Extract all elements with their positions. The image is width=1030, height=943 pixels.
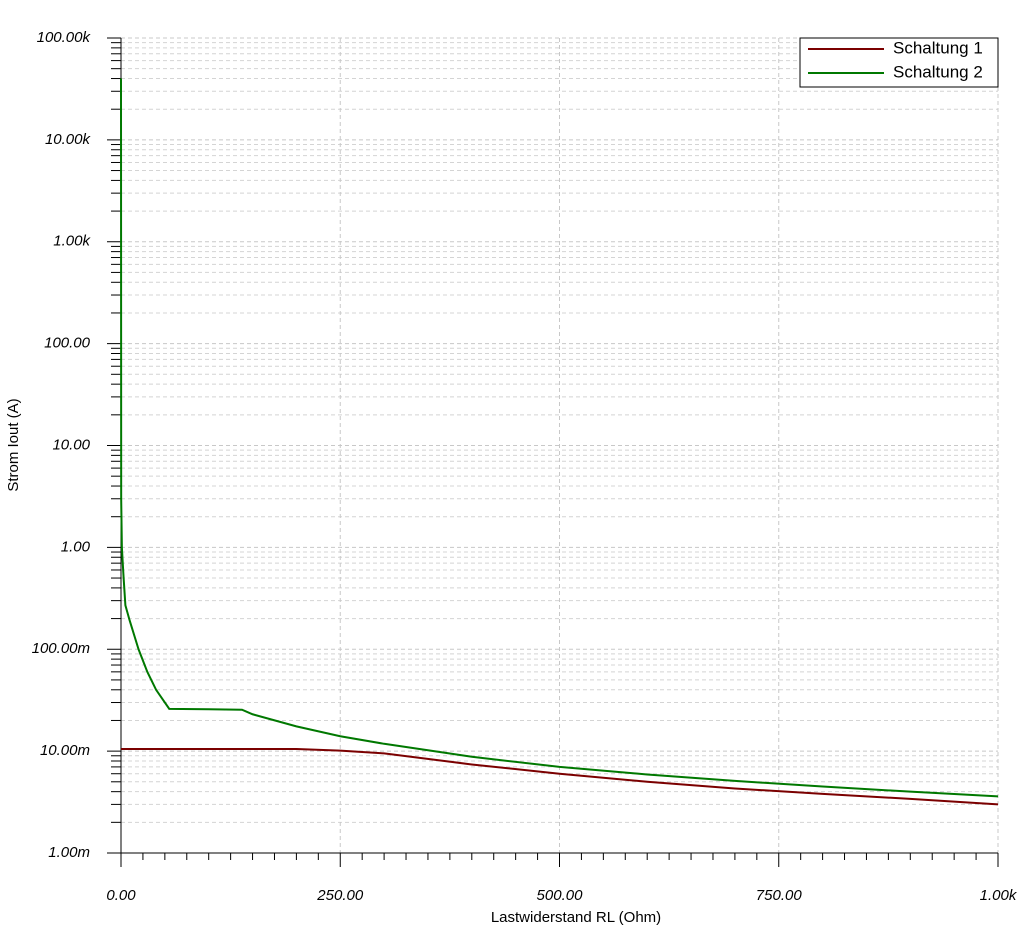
y-tick-label: 1.00m: [48, 844, 90, 861]
y-tick-label: 10.00m: [40, 742, 90, 759]
x-tick-label: 0.00: [106, 887, 136, 904]
x-tick-label: 250.00: [316, 887, 364, 904]
y-tick-label: 100.00m: [32, 640, 90, 657]
legend-box: [799, 37, 999, 88]
y-tick-label: 1.00: [61, 538, 91, 555]
legend-label: Schaltung 2: [893, 62, 983, 81]
x-tick-label: 750.00: [756, 887, 803, 904]
legend-label: Schaltung 1: [893, 38, 983, 57]
x-axis-label: Lastwiderstand RL (Ohm): [491, 909, 661, 926]
y-tick-label: 100.00: [44, 335, 91, 352]
series-line: [120, 78, 999, 798]
series-line: [121, 747, 999, 806]
x-tick-label: 1.00k: [980, 887, 1018, 904]
y-tick-label: 10.00k: [45, 131, 92, 148]
y-tick-label: 100.00k: [37, 29, 92, 46]
y-axis-label: Strom Iout (A): [5, 398, 22, 491]
y-tick-label: 1.00k: [53, 233, 91, 250]
x-tick-label: 500.00: [537, 887, 584, 904]
y-tick-label: 10.00: [52, 436, 90, 453]
